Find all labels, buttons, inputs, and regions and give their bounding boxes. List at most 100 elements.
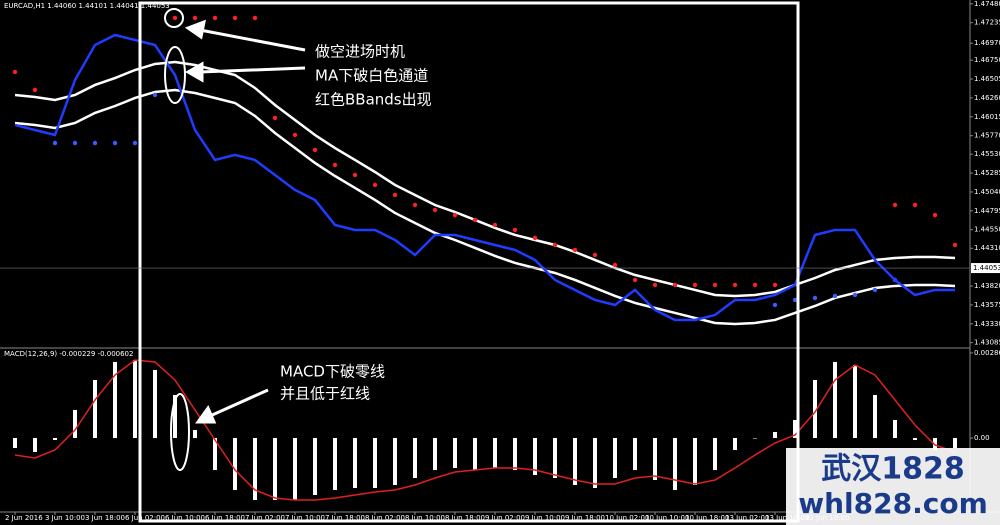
bar	[553, 438, 557, 478]
dot	[592, 252, 598, 258]
dot	[212, 15, 218, 21]
bar	[133, 359, 137, 439]
y-tick-label: 1.46750	[974, 56, 1000, 64]
bar	[413, 438, 417, 478]
bar	[193, 429, 197, 439]
bar	[753, 438, 757, 439]
bar	[293, 438, 297, 500]
bar	[693, 438, 697, 485]
dot	[872, 287, 878, 293]
dot	[432, 207, 438, 213]
x-tick-label: 6 Jun 10:00	[165, 514, 205, 522]
x-tick-label: 6 Jun 02:00	[125, 514, 165, 522]
x-tick-label: 2 Jun 2016	[5, 514, 43, 522]
bar	[673, 438, 677, 490]
dot	[192, 15, 198, 21]
bar	[73, 409, 77, 439]
dot	[612, 262, 618, 268]
x-tick-label: 7 Jun 02:00	[245, 514, 285, 522]
y-tick-label: 1.44310	[974, 244, 1000, 252]
bar	[613, 438, 617, 478]
x-tick-label: 3 Jun 10:00	[45, 514, 85, 522]
bar	[113, 362, 117, 439]
dot	[692, 282, 698, 288]
dot	[492, 222, 498, 228]
price-title: EURCAD,H1 1.44060 1.44101 1.44041 1.4405…	[4, 2, 170, 10]
dot	[12, 69, 18, 75]
bar	[213, 438, 217, 470]
y-tick-label: 1.44550	[974, 226, 1000, 234]
x-tick-label: 7 Jun 18:00	[325, 514, 365, 522]
bar	[593, 438, 597, 488]
bar	[353, 438, 357, 488]
bar	[913, 438, 917, 440]
dot	[412, 202, 418, 208]
x-tick-label: 9 Jun 10:00	[525, 514, 565, 522]
bar	[153, 369, 157, 439]
highlight-ellipse	[170, 393, 190, 471]
dot	[732, 282, 738, 288]
bar	[773, 432, 777, 439]
arrow-head	[184, 19, 207, 40]
dot	[912, 202, 918, 208]
watermark: whl828.com	[798, 487, 988, 520]
annotation: 并且低于红线	[280, 385, 370, 403]
x-tick-label: 3 Jun 18:00	[85, 514, 125, 522]
dot	[132, 140, 138, 146]
macd-title: MACD(12,26,9) -0.000229 -0.000602	[4, 350, 133, 358]
x-tick-label: 9 Jun 18:00	[565, 514, 605, 522]
dot	[772, 282, 778, 288]
dot	[252, 15, 258, 21]
dot	[372, 182, 378, 188]
bar	[273, 438, 277, 500]
arrow	[199, 28, 306, 52]
bar	[953, 438, 957, 449]
x-tick-label: 6 Jun 18:00	[205, 514, 245, 522]
highlight-circle	[164, 8, 184, 28]
y-tick-label: 1.46970	[974, 39, 1000, 47]
dot	[452, 212, 458, 218]
last-price-box	[971, 263, 1000, 274]
dot	[32, 87, 38, 93]
dot	[52, 140, 58, 146]
x-tick-label: 10 Jun 02:00	[605, 514, 649, 522]
y-tick-label: 1.45530	[974, 150, 1000, 158]
bar	[873, 395, 877, 439]
arrows	[184, 19, 306, 424]
dot	[532, 235, 538, 241]
dot	[312, 147, 318, 153]
bar	[733, 438, 737, 450]
arrow	[199, 66, 306, 74]
y-tick-label: 1.44795	[974, 207, 1000, 215]
annotation: MACD下破零线	[280, 363, 385, 381]
dot	[472, 217, 478, 223]
y-tick-label: 1.46015	[974, 113, 1000, 121]
y-tick-label: 1.46505	[974, 75, 1000, 83]
dot	[672, 282, 678, 288]
x-tick-label: 9 Jun 02:00	[485, 514, 525, 522]
annotation: 做空进场时机	[315, 43, 405, 61]
bar	[493, 438, 497, 468]
dot	[812, 295, 818, 301]
y-tick-label: 0.002867	[974, 349, 1000, 357]
dot	[772, 302, 778, 308]
y-tick-label: 1.45285	[974, 169, 1000, 177]
bar	[53, 438, 57, 440]
y-tick-label: 0.00	[974, 434, 990, 442]
y-tick-label: 1.43330	[974, 320, 1000, 328]
bar	[433, 438, 437, 470]
bar	[713, 438, 717, 470]
dot	[892, 202, 898, 208]
dot	[272, 115, 278, 121]
dot	[712, 282, 718, 288]
highlight-ellipse	[164, 46, 186, 104]
bar	[253, 438, 257, 500]
dot	[752, 282, 758, 288]
arrow	[209, 388, 269, 418]
annotation: 红色BBands出现	[315, 91, 432, 109]
dot	[92, 140, 98, 146]
dot	[72, 140, 78, 146]
bar	[393, 438, 397, 485]
